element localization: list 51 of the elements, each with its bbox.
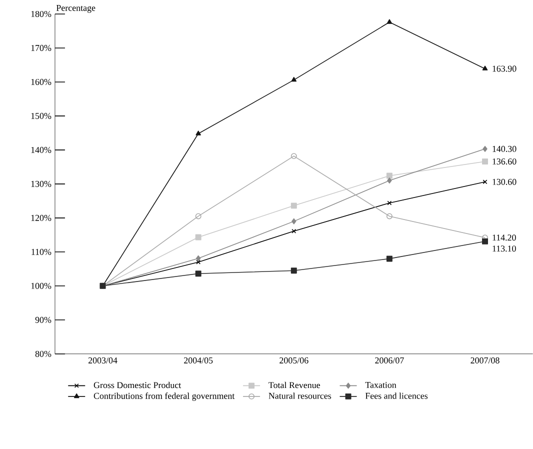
legend-label: Contributions from federal government — [94, 392, 235, 401]
data-label: 113.10 — [492, 246, 516, 252]
point — [386, 213, 392, 220]
data-label: 114.20 — [492, 234, 516, 241]
data-label: 163.90 — [492, 66, 516, 72]
point — [290, 153, 297, 160]
point — [482, 66, 488, 70]
y-tick-label: 160% — [31, 79, 52, 86]
y-tick-label: 150% — [31, 112, 52, 120]
data-label: 136.60 — [492, 158, 516, 165]
point — [387, 200, 392, 206]
point — [290, 268, 297, 274]
point — [196, 260, 201, 264]
y-tick-label: 80% — [35, 350, 52, 357]
y-tick-label: 140% — [31, 146, 52, 154]
x-tick-label: 2007/08 — [470, 357, 500, 364]
y-tick-label: 100% — [31, 282, 52, 290]
point — [195, 270, 202, 277]
data-label: 130.60 — [492, 178, 516, 186]
x-tick-label: 2003/04 — [88, 357, 118, 364]
x-tick-label: 2006/07 — [375, 357, 404, 364]
legend-label: Natural resources — [268, 392, 332, 399]
y-tick-label: 110% — [32, 248, 52, 256]
point — [387, 178, 392, 184]
point — [195, 213, 202, 220]
y-tick-label: 170% — [31, 45, 52, 52]
point — [482, 238, 488, 244]
y-axis-title: Percentage — [56, 5, 96, 13]
point — [195, 234, 202, 240]
data-label: 140.30 — [492, 146, 516, 152]
point — [196, 130, 201, 136]
legend-label: Total Revenue — [268, 382, 320, 388]
point — [386, 256, 392, 262]
legend-label: Gross Domestic Product — [94, 382, 182, 388]
y-tick-label: 130% — [31, 180, 52, 188]
x-tick-label: 2005/06 — [280, 357, 308, 364]
point — [386, 19, 392, 24]
y-tick-label: 120% — [31, 214, 52, 222]
point — [196, 255, 201, 262]
point — [291, 77, 297, 82]
x-tick-label: 2004/05 — [184, 357, 213, 364]
y-tick-label: 180% — [31, 11, 52, 18]
point — [290, 202, 297, 209]
legend-label: Taxation — [365, 382, 396, 388]
point — [482, 158, 488, 165]
point — [482, 146, 488, 152]
point — [292, 229, 296, 234]
point — [386, 172, 392, 179]
point — [292, 218, 296, 224]
legend-label: Fees and licences — [365, 392, 428, 399]
y-tick-label: 90% — [35, 316, 52, 323]
